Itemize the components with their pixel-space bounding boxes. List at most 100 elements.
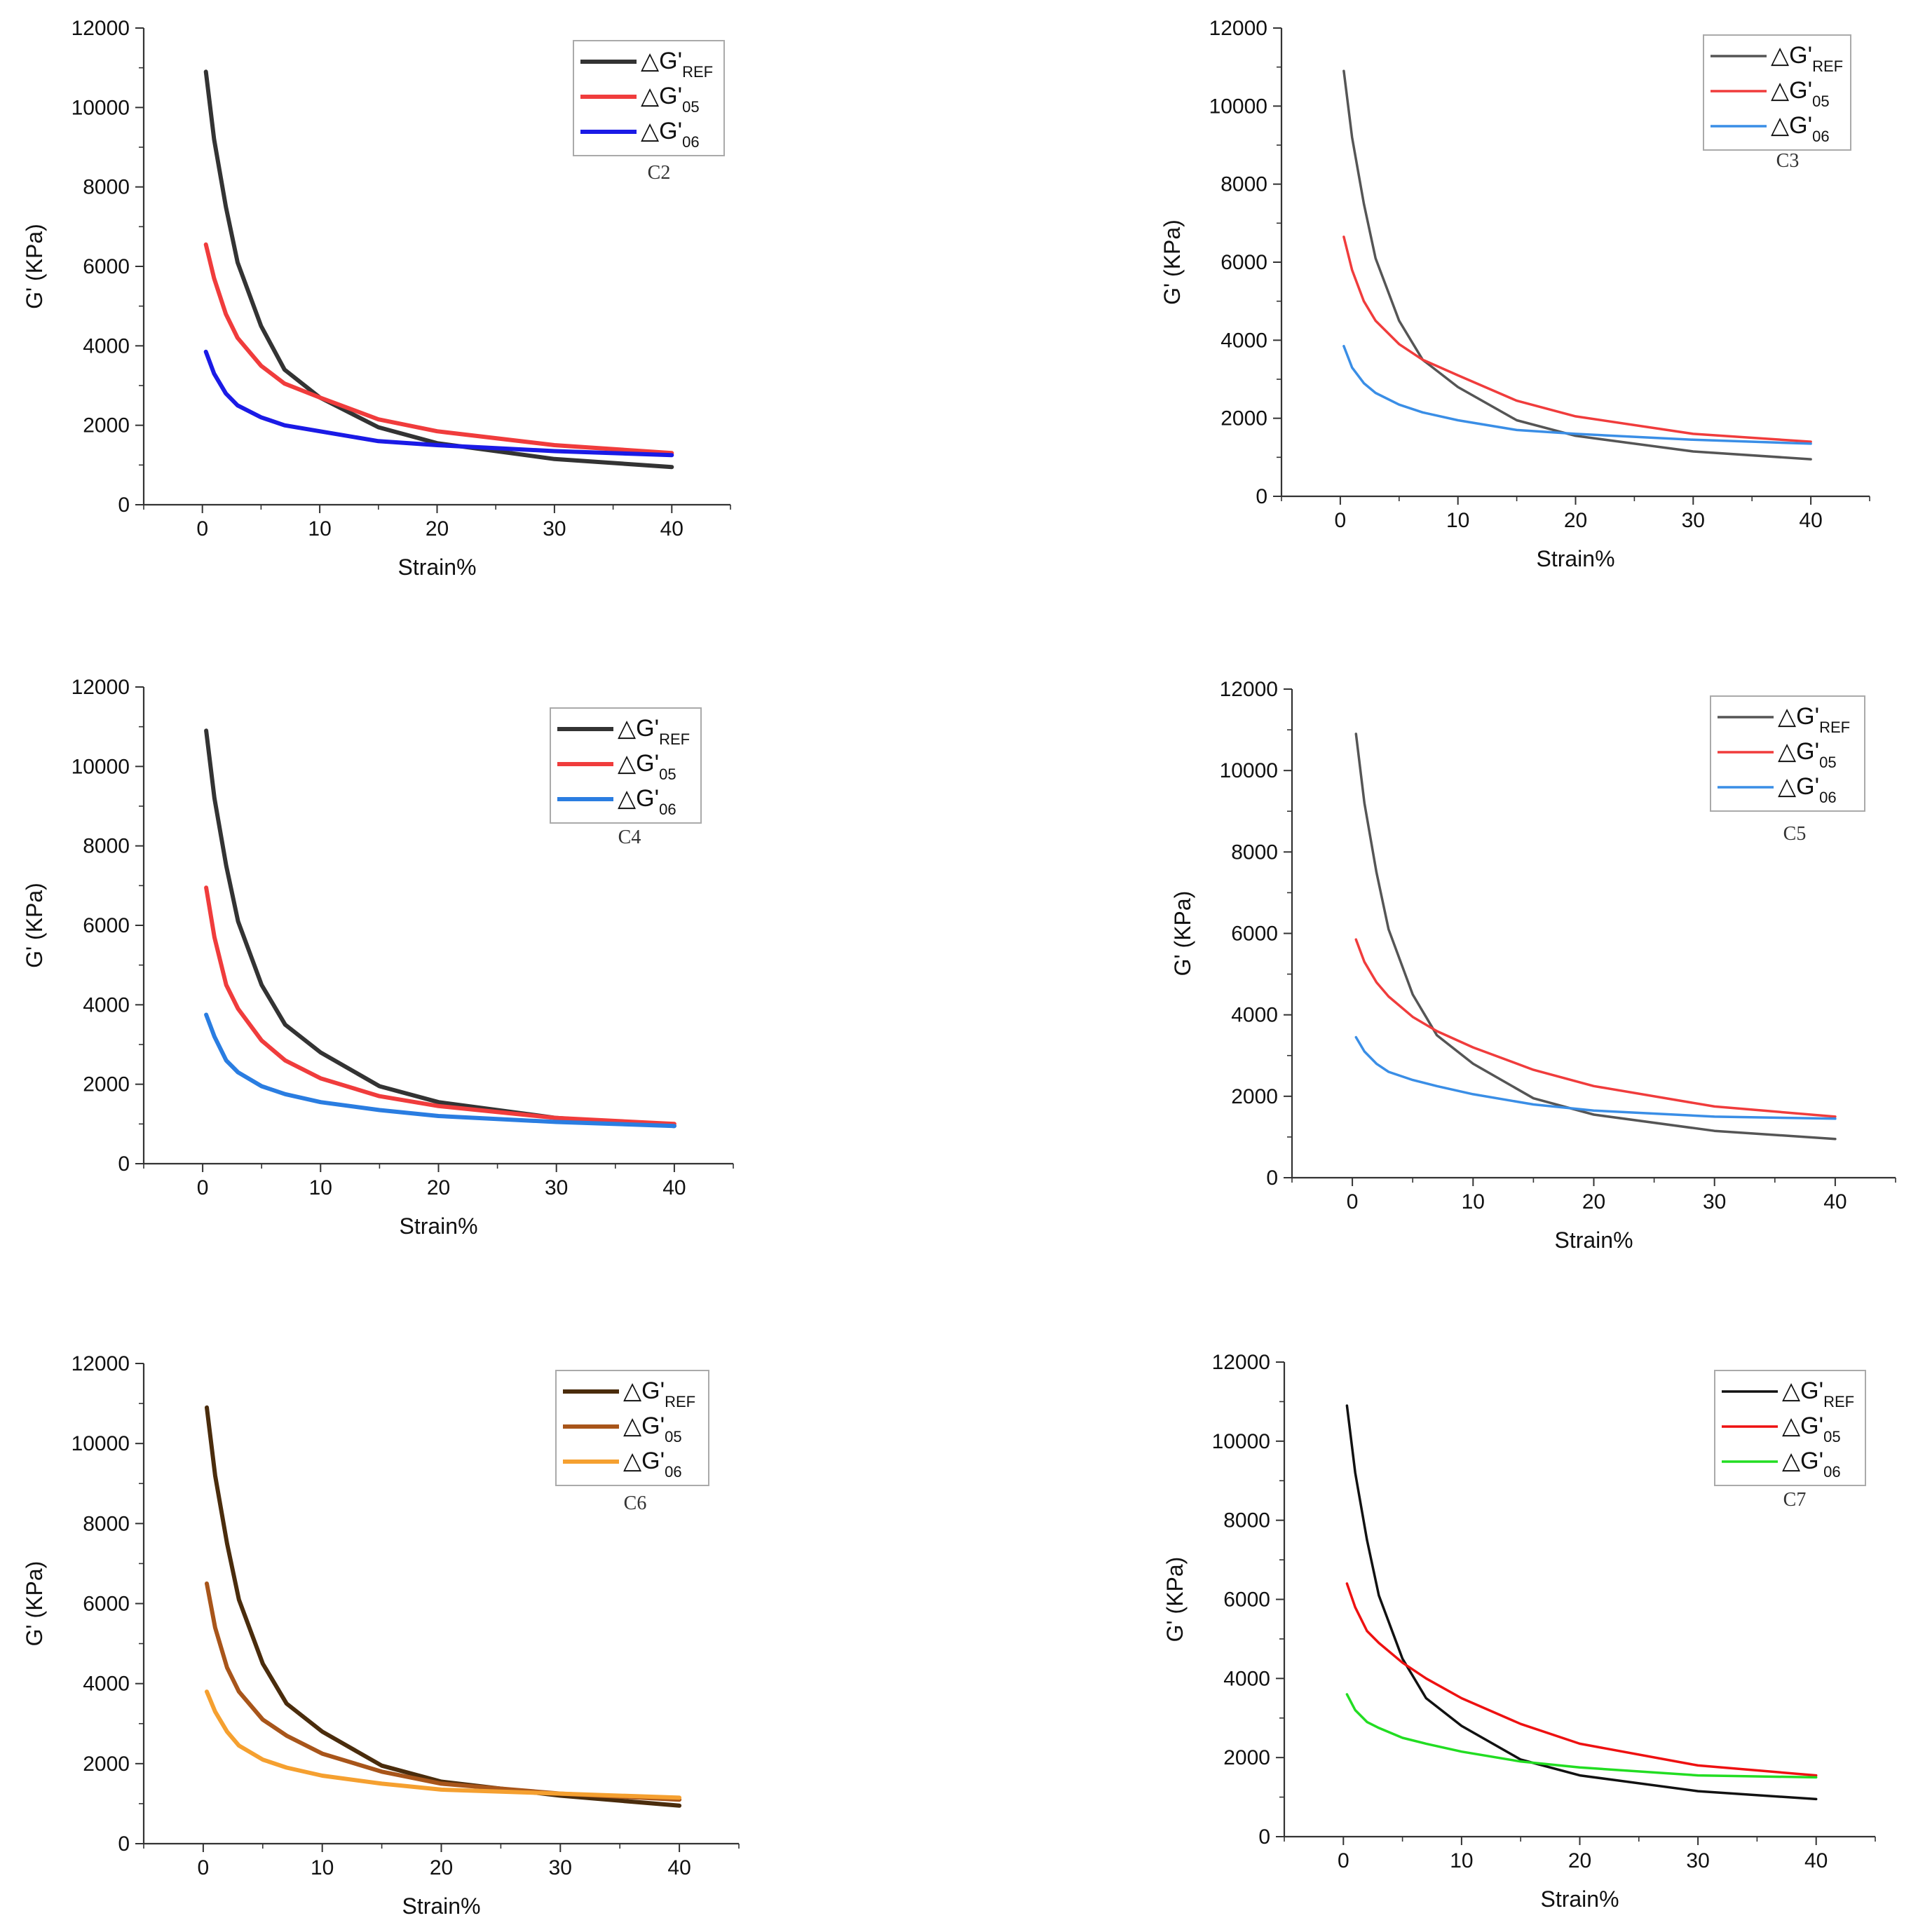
x-tick-label: 20 [1568,1849,1591,1872]
panel-label: C4 [618,826,641,848]
x-tick-label: 10 [1446,509,1469,532]
y-axis-title: G' (KPa) [1170,891,1195,977]
chart-panel-c3: 0 2000 4000 6000 8000 10000 12000 0 10 20 30 40 Stra… [1159,17,1870,571]
x-axis-title: Strain% [1554,1227,1633,1253]
y-tick-label: 2000 [83,1753,130,1776]
y-tick-label: 2000 [1223,1746,1270,1769]
x-tick-label: 10 [1462,1190,1485,1213]
chart-panel-c5: 0 2000 4000 6000 8000 10000 12000 0 10 20 30 40 Stra… [1170,678,1896,1253]
series-line-06 [204,1012,676,1129]
y-tick-label: 12000 [1212,1351,1270,1374]
legend-subscript: 05 [682,98,699,116]
y-tick-label: 4000 [83,993,130,1016]
y-tick-label: 12000 [72,676,130,699]
y-tick-label: 10000 [1209,95,1267,118]
legend-subscript: 06 [665,1463,681,1481]
legend: △G'REF△G'05△G'06 [1710,695,1865,812]
x-tick-label: 30 [549,1856,572,1879]
x-tick-label: 0 [1338,1849,1349,1872]
y-tick-label: 2000 [83,414,130,437]
panel-label: C2 [648,162,671,184]
x-tick-label: 20 [430,1856,453,1879]
legend-subscript: 05 [1812,93,1829,110]
legend-subscript: 05 [659,766,676,783]
legend-subscript: 06 [1812,128,1829,145]
legend: △G'REF△G'05△G'06 [555,1370,709,1486]
y-axis-title: G' (KPa) [22,224,47,309]
y-tick-label: 6000 [83,255,130,278]
x-tick-label: 30 [1703,1190,1726,1213]
series-line-ref [1354,733,1837,1141]
series-line-05 [1345,1582,1818,1777]
legend-subscript: REF [1819,719,1850,736]
y-tick-label: 12000 [72,1352,130,1375]
y-tick-label: 8000 [83,1512,130,1535]
x-axis-title: Strain% [1540,1886,1619,1912]
x-tick-label: 10 [308,517,331,540]
y-tick-label: 0 [118,1152,130,1176]
x-tick-label: 30 [543,517,566,540]
legend-subscript: REF [1823,1393,1854,1410]
y-tick-label: 12000 [1209,17,1267,40]
series-line-05 [205,1581,682,1802]
panel-label: C5 [1783,823,1807,845]
y-tick-label: 10000 [1220,759,1278,782]
y-tick-label: 2000 [83,1073,130,1096]
y-tick-label: 8000 [1220,173,1267,196]
x-tick-label: 30 [1686,1849,1709,1872]
y-tick-label: 8000 [83,176,130,199]
y-tick-label: 10000 [1212,1430,1270,1453]
x-tick-label: 10 [309,1176,332,1199]
y-tick-label: 10000 [72,755,130,778]
y-tick-label: 6000 [83,1593,130,1616]
series-line-06 [205,1689,682,1800]
x-tick-label: 40 [1804,1849,1828,1872]
legend: △G'REF△G'05△G'06 [1714,1370,1866,1486]
legend: △G'REF△G'05△G'06 [573,40,725,156]
legend-subscript: 05 [1823,1428,1840,1445]
x-tick-label: 10 [311,1856,334,1879]
chart-panel-c2: 0 2000 4000 6000 8000 10000 12000 0 10 20 30 40 Stra… [22,17,731,580]
y-tick-label: 4000 [83,334,130,358]
legend-subscript: 05 [1819,754,1836,771]
y-tick-label: 8000 [1223,1509,1270,1532]
y-tick-label: 6000 [1220,251,1267,274]
legend-subscript: 06 [659,801,676,818]
y-tick-label: 6000 [83,914,130,937]
y-tick-label: 0 [118,1832,130,1856]
chart-panel-c6: 0 2000 4000 6000 8000 10000 12000 0 10 20 30 40 Stra… [22,1352,740,1919]
y-tick-label: 8000 [1231,841,1278,864]
y-tick-label: 4000 [1223,1667,1270,1690]
panel-label: C7 [1783,1489,1807,1511]
x-tick-label: 20 [426,517,449,540]
y-tick-label: 2000 [1220,407,1267,430]
y-tick-label: 4000 [83,1673,130,1696]
series-line-05 [204,885,676,1127]
y-tick-label: 12000 [72,17,130,40]
x-axis-title: Strain% [402,1893,480,1919]
y-axis-title: G' (KPa) [22,883,47,968]
y-axis-title: G' (KPa) [1162,1557,1188,1642]
series-line-ref [1345,1404,1818,1801]
y-axis-title: G' (KPa) [22,1561,47,1647]
x-tick-label: 10 [1450,1849,1473,1872]
x-tick-label: 20 [1564,509,1587,532]
x-tick-label: 40 [667,1856,691,1879]
y-tick-label: 10000 [72,1432,130,1455]
legend-subscript: REF [682,63,713,81]
y-tick-label: 12000 [1220,678,1278,701]
y-tick-label: 10000 [72,96,130,119]
y-tick-label: 0 [118,494,130,517]
x-tick-label: 0 [198,1856,210,1879]
x-tick-label: 0 [1347,1190,1359,1213]
series-line-05 [203,242,674,456]
x-axis-title: Strain% [399,1213,477,1239]
x-tick-label: 0 [1335,509,1347,532]
y-tick-label: 0 [1258,1825,1270,1849]
legend: △G'REF△G'05△G'06 [1703,34,1851,151]
series-line-05 [1342,236,1812,443]
y-tick-label: 4000 [1220,329,1267,352]
panel-label: C6 [624,1492,647,1514]
